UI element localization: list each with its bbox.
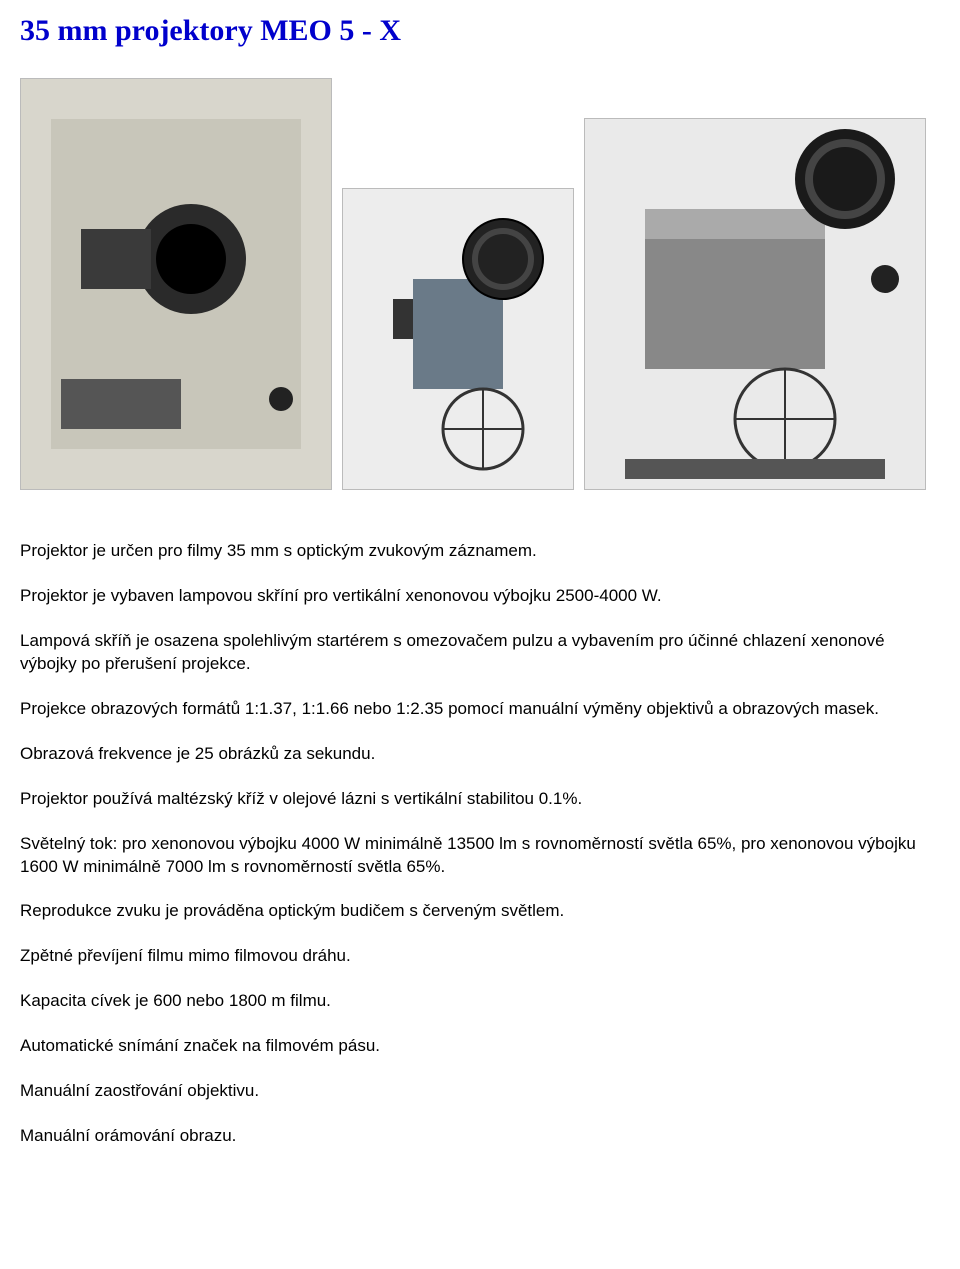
paragraph: Manuální zaostřování objektivu.: [20, 1080, 940, 1103]
projector-detail-lens-icon: [21, 79, 331, 489]
projector-small-unit-icon: [343, 189, 573, 489]
paragraph: Kapacita cívek je 600 nebo 1800 m filmu.: [20, 990, 940, 1013]
paragraph: Zpětné převíjení filmu mimo filmovou drá…: [20, 945, 940, 968]
paragraph: Projektor je vybaven lampovou skříní pro…: [20, 585, 940, 608]
paragraph: Automatické snímání značek na filmovém p…: [20, 1035, 940, 1058]
paragraph: Projektor je určen pro filmy 35 mm s opt…: [20, 540, 940, 563]
image-projector-large: [584, 118, 926, 490]
paragraph: Obrazová frekvence je 25 obrázků za seku…: [20, 743, 940, 766]
paragraph: Projekce obrazových formátů 1:1.37, 1:1.…: [20, 698, 940, 721]
image-projector-small: [342, 188, 574, 490]
projector-large-unit-icon: [585, 119, 925, 489]
paragraph: Manuální orámování obrazu.: [20, 1125, 940, 1148]
image-row: [20, 78, 940, 490]
image-projector-detail: [20, 78, 332, 490]
paragraph: Projektor používá maltézský kříž v olejo…: [20, 788, 940, 811]
page-title: 35 mm projektory MEO 5 - X: [20, 14, 940, 48]
paragraph: Reprodukce zvuku je prováděna optickým b…: [20, 900, 940, 923]
paragraph: Lampová skříň je osazena spolehlivým sta…: [20, 630, 940, 676]
paragraph: Světelný tok: pro xenonovou výbojku 4000…: [20, 833, 940, 879]
